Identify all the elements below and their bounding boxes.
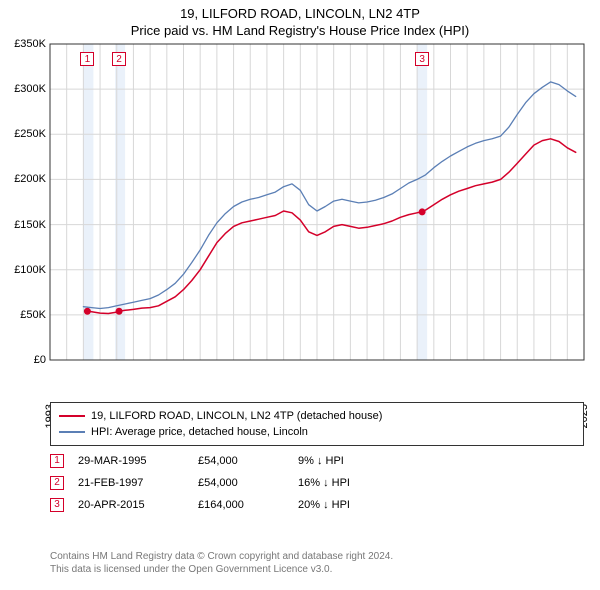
transaction-row: 3 20-APR-2015£164,00020% ↓ HPI	[50, 494, 350, 516]
chart-marker: 3	[415, 52, 429, 66]
attribution-line1: Contains HM Land Registry data © Crown c…	[50, 550, 393, 563]
y-tick-label: £50K	[20, 309, 46, 321]
legend-swatch	[59, 431, 85, 433]
transactions-table: 1 29-MAR-1995£54,0009% ↓ HPI 2 21-FEB-1997£…	[50, 450, 350, 516]
transaction-price: £54,000	[198, 472, 298, 494]
transaction-date: 29-MAR-1995	[78, 450, 198, 472]
y-tick-label: £250K	[14, 128, 46, 140]
legend-item: HPI: Average price, detached house, Linc…	[59, 424, 575, 440]
attribution: Contains HM Land Registry data © Crown c…	[50, 550, 393, 576]
legend-label: 19, LILFORD ROAD, LINCOLN, LN2 4TP (deta…	[91, 408, 382, 424]
transaction-price: £164,000	[198, 494, 298, 516]
y-tick-label: £300K	[14, 83, 46, 95]
transaction-price: £54,000	[198, 450, 298, 472]
transaction-delta: 9% ↓ HPI	[298, 450, 344, 472]
transaction-delta: 20% ↓ HPI	[298, 494, 350, 516]
transaction-delta: 16% ↓ HPI	[298, 472, 350, 494]
chart-marker: 2	[112, 52, 126, 66]
y-axis-labels: £0 £50K £100K £150K £200K £250K £300K £350K	[0, 0, 48, 590]
transaction-row: 2 21-FEB-1997£54,00016% ↓ HPI	[50, 472, 350, 494]
y-tick-label: £150K	[14, 219, 46, 231]
transaction-date: 20-APR-2015	[78, 494, 198, 516]
y-tick-label: £100K	[14, 264, 46, 276]
legend-box: 19, LILFORD ROAD, LINCOLN, LN2 4TP (deta…	[50, 402, 584, 446]
chart-container: { "titles": { "main": "19, LILFORD ROAD,…	[0, 0, 600, 590]
transaction-marker: 2	[50, 476, 64, 490]
chart-marker: 1	[80, 52, 94, 66]
y-tick-label: £200K	[14, 173, 46, 185]
legend-label: HPI: Average price, detached house, Linc…	[91, 424, 308, 440]
transaction-row: 1 29-MAR-1995£54,0009% ↓ HPI	[50, 450, 350, 472]
transaction-marker: 1	[50, 454, 64, 468]
attribution-line2: This data is licensed under the Open Gov…	[50, 563, 393, 576]
y-tick-label: £0	[34, 354, 46, 366]
legend-item: 19, LILFORD ROAD, LINCOLN, LN2 4TP (deta…	[59, 408, 575, 424]
legend-swatch	[59, 415, 85, 417]
transaction-marker: 3	[50, 498, 64, 512]
y-tick-label: £350K	[14, 38, 46, 50]
transaction-date: 21-FEB-1997	[78, 472, 198, 494]
